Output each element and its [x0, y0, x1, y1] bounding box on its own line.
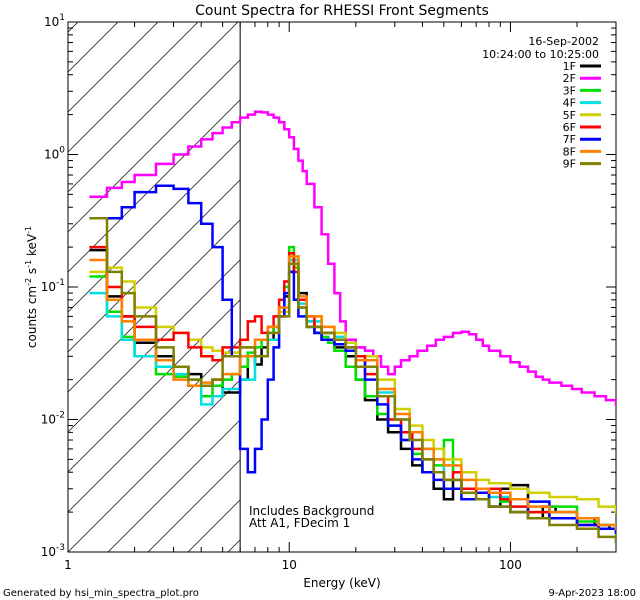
hatch-line [68, 139, 241, 313]
legend-label: 8F [563, 145, 576, 158]
hatched-region [68, 22, 241, 552]
series-2f [89, 110, 616, 406]
chart-title: Count Spectra for RHESSI Front Segments [195, 3, 489, 19]
x-tick-label: 1 [64, 558, 72, 572]
y-axis-label: counts cm-2 s-1 keV-1 [24, 226, 39, 348]
series-9f [89, 217, 616, 543]
y-tick-label: 100 [44, 146, 65, 162]
y-tick-label: 10-2 [41, 411, 65, 427]
hatch-line [68, 259, 241, 433]
y-label-exponent: -1 [24, 226, 33, 234]
annotation-background: Includes Background [249, 504, 374, 518]
annotation-attenuator: Att A1, FDecim 1 [249, 516, 350, 530]
series-lines [89, 110, 616, 543]
y-tick-label: 10-3 [41, 543, 65, 559]
x-tick-label: 10 [282, 558, 297, 572]
y-label-exponent: -2 [24, 278, 33, 286]
hatch-line [68, 179, 241, 353]
x-tick-label: 100 [499, 558, 522, 572]
hatch-line [68, 22, 199, 153]
plot-frame [67, 21, 617, 553]
legend-label: 5F [563, 109, 576, 122]
hatch-line [68, 22, 159, 113]
legend-label: 1F [563, 60, 576, 73]
legend-label: 9F [563, 158, 576, 171]
hatch-line [68, 22, 239, 193]
hatch-line [107, 419, 241, 552]
series-3f [89, 245, 616, 543]
series-5f [89, 255, 616, 514]
axis-ticks: 1 10 100 10-3 10-2 10-1 100 101 [41, 13, 617, 572]
y-tick-label: 10-1 [41, 278, 65, 294]
legend-label: 3F [563, 84, 576, 97]
hatch-line [147, 459, 241, 552]
y-label-part: counts cm [25, 286, 39, 348]
y-tick-label: 101 [44, 13, 65, 29]
hatch-line [68, 339, 241, 513]
legend-label: 2F [563, 72, 576, 85]
hatch-line [68, 22, 79, 33]
legend-label: 6F [563, 121, 576, 134]
series-6f [89, 245, 616, 534]
y-label-exponent: -1 [24, 260, 33, 268]
footer-generated-by: Generated by hsi_min_spectra_plot.pro [3, 588, 199, 599]
hatch-line [68, 59, 241, 233]
y-label-part: keV [25, 233, 39, 260]
x-axis-label: Energy (keV) [303, 576, 380, 590]
hatch-line [68, 299, 241, 473]
footer-date: 9-Apr-2023 18:00 [549, 588, 636, 599]
hatch-line [68, 219, 241, 393]
series-4f [89, 258, 616, 530]
legend-label: 4F [563, 97, 576, 110]
y-label-part: s [25, 268, 39, 278]
legend-label: 7F [563, 133, 576, 146]
time-range-label: 10:24:00 to 10:25:00 [482, 48, 599, 61]
date-label: 16-Sep-2002 [528, 35, 599, 48]
series-8f [89, 255, 616, 530]
hatch-line [68, 99, 241, 273]
hatch-line [68, 379, 241, 552]
